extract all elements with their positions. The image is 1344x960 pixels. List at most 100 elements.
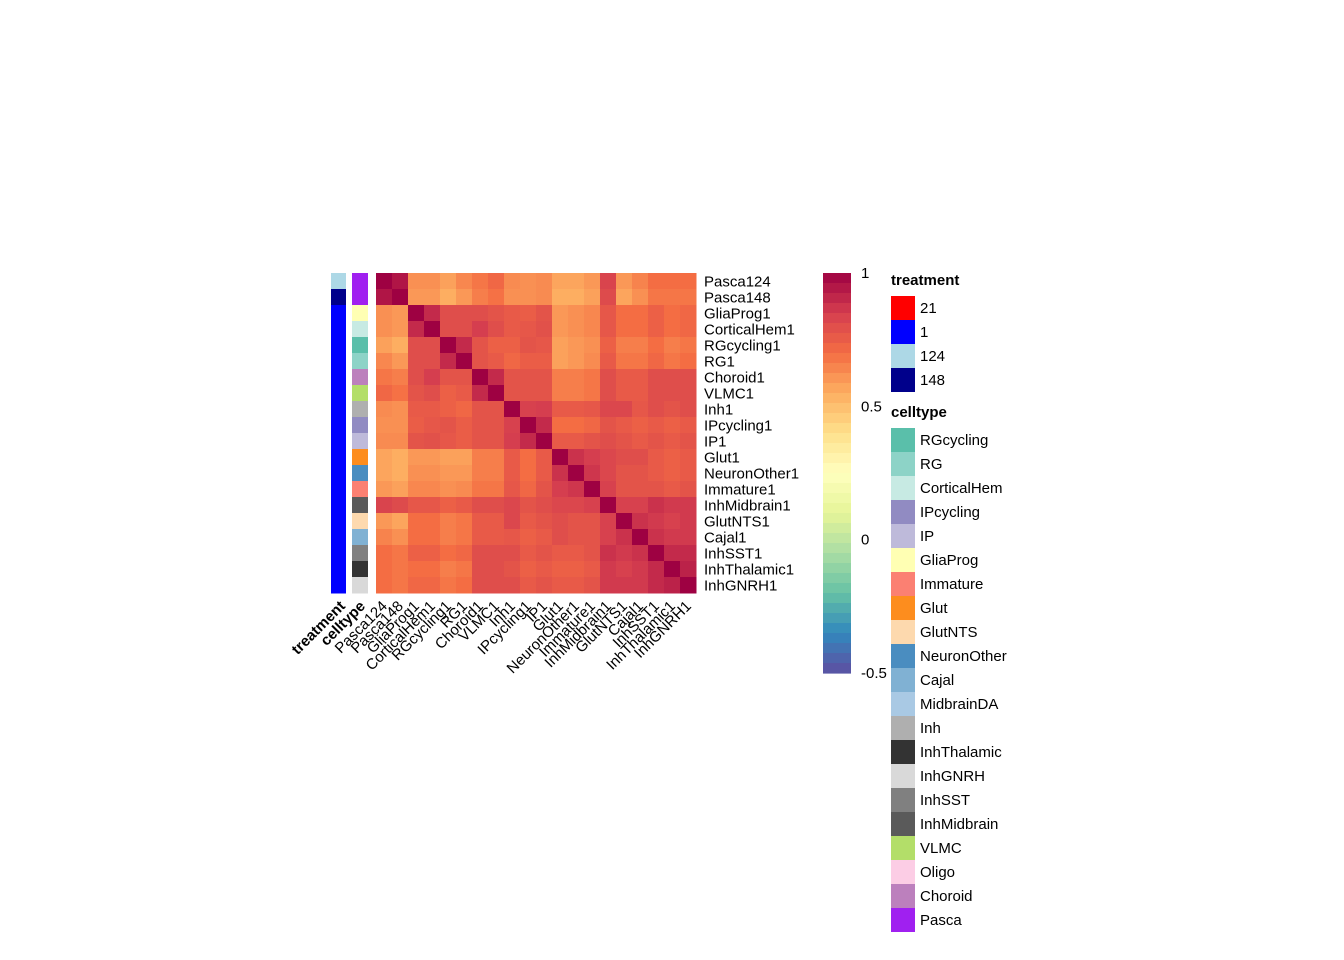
heatmap-cell	[632, 513, 649, 530]
heatmap-cell	[600, 353, 617, 370]
heatmap-cell	[376, 321, 393, 338]
celltype-annotation-strip	[352, 273, 368, 594]
heatmap-cell	[520, 577, 537, 594]
heatmap-cell	[504, 401, 521, 418]
colorbar-segment	[823, 443, 851, 454]
heatmap-cell	[376, 385, 393, 402]
heatmap-cell	[616, 305, 633, 322]
colorbar-segment	[823, 333, 851, 344]
celltype-legend-swatch	[891, 860, 915, 884]
heatmap-cell	[648, 433, 665, 450]
heatmap-cell	[568, 561, 585, 578]
heatmap-cell	[424, 401, 441, 418]
heatmap-cell	[392, 337, 409, 354]
heatmap-cell	[616, 529, 633, 546]
heatmap-cell	[648, 513, 665, 530]
heatmap-cell	[584, 305, 601, 322]
heatmap-cell	[664, 273, 681, 290]
heatmap-cell	[520, 401, 537, 418]
heatmap-cell	[472, 321, 489, 338]
heatmap-cell	[504, 529, 521, 546]
colorbar-segment	[823, 373, 851, 384]
heatmap-cell	[488, 513, 505, 530]
heatmap-cell	[568, 417, 585, 434]
heatmap-cell	[680, 577, 697, 594]
heatmap-cell	[488, 497, 505, 514]
heatmap-cell	[488, 545, 505, 562]
colorbar-segment	[823, 393, 851, 404]
row-label: GliaProg1	[704, 306, 771, 323]
celltype-legend-swatch	[891, 572, 915, 596]
celltype-legend-label: IPcycling	[920, 504, 980, 521]
heatmap-cell	[456, 449, 473, 466]
celltype-annotation-cell	[352, 433, 368, 450]
heatmap-cell	[472, 465, 489, 482]
heatmap-cell	[520, 369, 537, 386]
heatmap-cell	[632, 401, 649, 418]
heatmap-cell	[680, 561, 697, 578]
heatmap-cell	[616, 353, 633, 370]
colorbar-segment	[823, 633, 851, 644]
heatmap-cell	[472, 497, 489, 514]
heatmap-cell	[584, 385, 601, 402]
heatmap-cell	[456, 305, 473, 322]
celltype-annotation-cell	[352, 465, 368, 482]
row-label: InhSST1	[704, 546, 762, 563]
row-label: NeuronOther1	[704, 466, 799, 483]
heatmap-cell	[600, 481, 617, 498]
heatmap-cell	[568, 481, 585, 498]
heatmap-cell	[600, 545, 617, 562]
heatmap-cell	[648, 385, 665, 402]
heatmap-cell	[424, 465, 441, 482]
celltype-legend-swatch	[891, 788, 915, 812]
heatmap-cell	[632, 337, 649, 354]
colorbar-segment	[823, 513, 851, 524]
heatmap-cell	[552, 353, 569, 370]
heatmap-cell	[408, 401, 425, 418]
celltype-legend-label: InhMidbrain	[920, 816, 998, 833]
heatmap-cell	[424, 545, 441, 562]
heatmap-cell	[616, 561, 633, 578]
heatmap-grid	[376, 273, 697, 594]
colorbar-segment	[823, 423, 851, 434]
heatmap-cell	[424, 385, 441, 402]
heatmap-cell	[424, 353, 441, 370]
heatmap-cell	[664, 337, 681, 354]
heatmap-cell	[632, 417, 649, 434]
heatmap-cell	[472, 385, 489, 402]
heatmap-cell	[664, 481, 681, 498]
heatmap-cell	[664, 385, 681, 402]
heatmap-cell	[632, 289, 649, 306]
heatmap-cell	[536, 513, 553, 530]
heatmap-cell	[600, 497, 617, 514]
heatmap-cell	[392, 449, 409, 466]
heatmap-cell	[520, 417, 537, 434]
heatmap-cell	[664, 417, 681, 434]
heatmap-cell	[536, 385, 553, 402]
heatmap-cell	[600, 449, 617, 466]
heatmap-cell	[504, 465, 521, 482]
treatment-annotation-cell	[331, 401, 346, 418]
heatmap-cell	[648, 401, 665, 418]
heatmap-cell	[600, 561, 617, 578]
celltype-annotation-cell	[352, 497, 368, 514]
heatmap-cell	[632, 449, 649, 466]
celltype-legend-label: Pasca	[920, 912, 962, 929]
heatmap-cell	[664, 433, 681, 450]
heatmap-cell	[504, 369, 521, 386]
heatmap-cell	[536, 497, 553, 514]
heatmap-cell	[648, 305, 665, 322]
heatmap-cell	[376, 353, 393, 370]
heatmap-cell	[456, 369, 473, 386]
heatmap-cell	[488, 289, 505, 306]
heatmap-cell	[536, 289, 553, 306]
heatmap-cell	[584, 481, 601, 498]
colorbar-segment	[823, 403, 851, 414]
heatmap-cell	[456, 529, 473, 546]
heatmap-cell	[488, 401, 505, 418]
heatmap-cell	[632, 321, 649, 338]
heatmap-cell	[584, 497, 601, 514]
heatmap-cell	[552, 481, 569, 498]
heatmap-cell	[616, 401, 633, 418]
treatment-annotation-cell	[331, 497, 346, 514]
